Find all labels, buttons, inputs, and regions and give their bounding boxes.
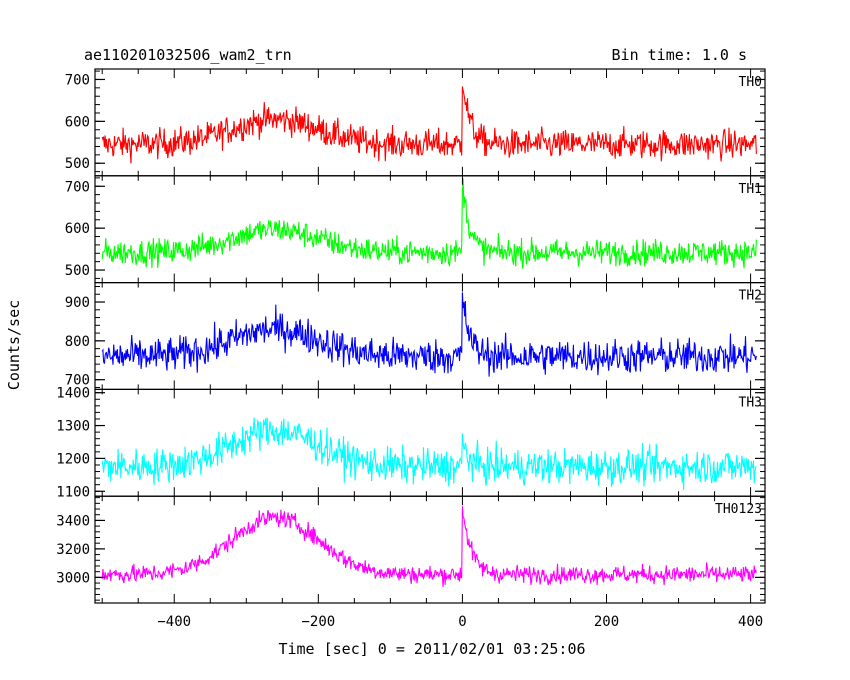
x-tick-label: −200	[301, 614, 335, 630]
panel-label-th0: TH0	[739, 75, 762, 90]
panel-frame	[94, 175, 766, 284]
x-tick-label: 200	[594, 614, 619, 630]
panels-group: 500 600 700 TH0 500 600 700 TH1 700 800 900 TH2 1100…	[56, 68, 766, 604]
y-tick-label: 600	[65, 221, 90, 237]
x-tick-label: 0	[458, 614, 466, 630]
x-axis: −400 −200 0 200 400	[157, 614, 763, 630]
panel-label-th2: TH2	[739, 289, 762, 304]
y-tick-label: 600	[65, 114, 90, 130]
panel-frame	[94, 388, 766, 497]
panel-th1: 500 600 700 TH1	[65, 175, 766, 284]
panel-label-th1: TH1	[739, 182, 762, 197]
x-tick-label: 400	[738, 614, 763, 630]
y-tick-label: 500	[65, 156, 90, 172]
y-tick-label: 3200	[56, 542, 90, 558]
panel-frame	[94, 68, 766, 177]
y-tick-label: 1100	[56, 484, 90, 500]
y-tick-label: 1200	[56, 451, 90, 467]
y-tick-label: 500	[65, 263, 90, 279]
panel-frame	[94, 495, 766, 604]
x-tick-label: −400	[157, 614, 191, 630]
y-tick-label: 700	[65, 179, 90, 195]
panel-th2: 700 800 900 TH2	[65, 282, 766, 391]
y-tick-label: 900	[65, 295, 90, 311]
y-tick-label: 3400	[56, 513, 90, 529]
y-tick-label: 1300	[56, 419, 90, 435]
panel-th0123: 3000 3200 3400 TH0123	[56, 495, 766, 604]
panel-label-th3: TH3	[739, 395, 762, 410]
series-line-th2	[101, 292, 757, 377]
figure-title: ae110201032506_wam2_trn	[84, 46, 292, 64]
y-tick-label: 800	[65, 334, 90, 350]
bin-time-label: Bin time: 1.0 s	[612, 46, 747, 64]
series-line-th1	[101, 178, 757, 269]
panel-frame	[94, 282, 766, 391]
y-tick-label: 1400	[56, 386, 90, 402]
y-axis-label: Counts/sec	[5, 300, 23, 390]
panel-th3: 1100 1200 1300 1400 TH3	[56, 386, 766, 500]
panel-label-th0123: TH0123	[715, 502, 762, 517]
series-line-th3	[101, 417, 757, 490]
y-tick-label: 700	[65, 72, 90, 88]
series-line-th0	[101, 86, 757, 164]
panel-th0: 500 600 700 TH0	[65, 68, 766, 177]
y-tick-label: 700	[65, 373, 90, 389]
x-axis-label: Time [sec] 0 = 2011/02/01 03:25:06	[278, 640, 585, 658]
y-tick-label: 3000	[56, 570, 90, 586]
series-line-th0123	[101, 506, 757, 587]
